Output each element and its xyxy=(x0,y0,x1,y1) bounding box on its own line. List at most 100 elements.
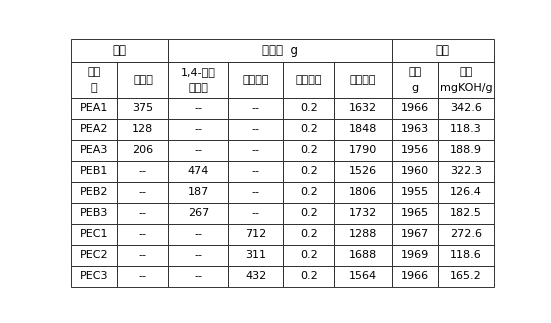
Bar xyxy=(334,161,392,182)
Text: 128: 128 xyxy=(132,124,154,134)
Text: PEB3: PEB3 xyxy=(80,208,109,218)
Text: 异山梨醇: 异山梨醇 xyxy=(242,75,269,85)
Text: PEC2: PEC2 xyxy=(80,250,109,260)
Bar xyxy=(117,182,169,203)
Bar xyxy=(117,98,169,119)
Bar xyxy=(439,98,494,119)
Text: 0.2: 0.2 xyxy=(300,124,318,134)
Text: 311: 311 xyxy=(245,250,266,260)
Bar xyxy=(228,203,284,224)
Text: 1967: 1967 xyxy=(401,229,429,239)
Bar xyxy=(392,62,439,98)
Bar xyxy=(169,182,228,203)
Bar xyxy=(169,161,228,182)
Bar xyxy=(392,98,439,119)
Text: 0.2: 0.2 xyxy=(300,145,318,155)
Bar xyxy=(439,203,494,224)
Bar xyxy=(71,39,169,62)
Text: 1632: 1632 xyxy=(349,103,377,113)
Bar xyxy=(169,119,228,140)
Bar xyxy=(284,62,334,98)
Bar xyxy=(284,140,334,161)
Bar xyxy=(392,140,439,161)
Bar xyxy=(71,224,117,245)
Bar xyxy=(169,224,228,245)
Bar xyxy=(392,245,439,266)
Text: PEB1: PEB1 xyxy=(80,166,109,176)
Bar xyxy=(392,182,439,203)
Text: 1564: 1564 xyxy=(349,271,377,281)
Bar xyxy=(439,245,494,266)
Text: 206: 206 xyxy=(132,145,154,155)
Bar xyxy=(71,203,117,224)
Bar xyxy=(439,182,494,203)
Text: 1963: 1963 xyxy=(401,124,429,134)
Text: mgKOH/g: mgKOH/g xyxy=(440,83,493,93)
Bar xyxy=(71,245,117,266)
Bar xyxy=(117,245,169,266)
Text: 1956: 1956 xyxy=(401,145,429,155)
Bar xyxy=(169,245,228,266)
Bar xyxy=(228,62,284,98)
Text: --: -- xyxy=(252,124,260,134)
Text: 单体: 单体 xyxy=(113,44,127,57)
Bar xyxy=(117,119,169,140)
Bar xyxy=(169,140,228,161)
Text: --: -- xyxy=(139,229,147,239)
Bar xyxy=(439,224,494,245)
Text: 号: 号 xyxy=(91,83,98,93)
Text: 重量: 重量 xyxy=(408,67,422,77)
Bar xyxy=(334,203,392,224)
Text: 0.2: 0.2 xyxy=(300,250,318,260)
Bar xyxy=(284,119,334,140)
Text: 1966: 1966 xyxy=(401,271,429,281)
Bar xyxy=(117,266,169,287)
Text: 1806: 1806 xyxy=(349,187,377,197)
Bar xyxy=(71,161,117,182)
Text: 投料量  g: 投料量 g xyxy=(262,44,298,57)
Bar xyxy=(284,182,334,203)
Bar xyxy=(169,62,228,98)
Bar xyxy=(228,98,284,119)
Text: 氢氧化钠: 氢氧化钠 xyxy=(296,75,322,85)
Bar xyxy=(284,203,334,224)
Text: 山梨醇: 山梨醇 xyxy=(188,83,208,93)
Bar xyxy=(392,39,494,62)
Text: 187: 187 xyxy=(188,187,209,197)
Bar xyxy=(117,140,169,161)
Bar xyxy=(117,203,169,224)
Bar xyxy=(228,182,284,203)
Text: 0.2: 0.2 xyxy=(300,271,318,281)
Text: 1848: 1848 xyxy=(349,124,377,134)
Bar xyxy=(284,161,334,182)
Bar xyxy=(169,266,228,287)
Bar xyxy=(439,266,494,287)
Text: 1955: 1955 xyxy=(401,187,429,197)
Text: 环氧乙烷: 环氧乙烷 xyxy=(350,75,376,85)
Bar xyxy=(71,98,117,119)
Bar xyxy=(71,119,117,140)
Text: 产物: 产物 xyxy=(436,44,450,57)
Text: 712: 712 xyxy=(245,229,267,239)
Bar xyxy=(169,98,228,119)
Text: 样品: 样品 xyxy=(88,67,101,77)
Bar xyxy=(71,140,117,161)
Text: --: -- xyxy=(252,208,260,218)
Text: 羟值: 羟值 xyxy=(460,67,473,77)
Text: PEA2: PEA2 xyxy=(80,124,109,134)
Bar xyxy=(117,161,169,182)
Bar xyxy=(228,245,284,266)
Text: 1966: 1966 xyxy=(401,103,429,113)
Text: 0.2: 0.2 xyxy=(300,187,318,197)
Text: --: -- xyxy=(252,103,260,113)
Text: 474: 474 xyxy=(187,166,209,176)
Text: 1288: 1288 xyxy=(349,229,377,239)
Text: 272.6: 272.6 xyxy=(450,229,482,239)
Bar xyxy=(169,39,392,62)
Text: 432: 432 xyxy=(245,271,267,281)
Bar xyxy=(334,119,392,140)
Text: 126.4: 126.4 xyxy=(450,187,482,197)
Bar xyxy=(334,98,392,119)
Bar xyxy=(117,224,169,245)
Text: 1688: 1688 xyxy=(349,250,377,260)
